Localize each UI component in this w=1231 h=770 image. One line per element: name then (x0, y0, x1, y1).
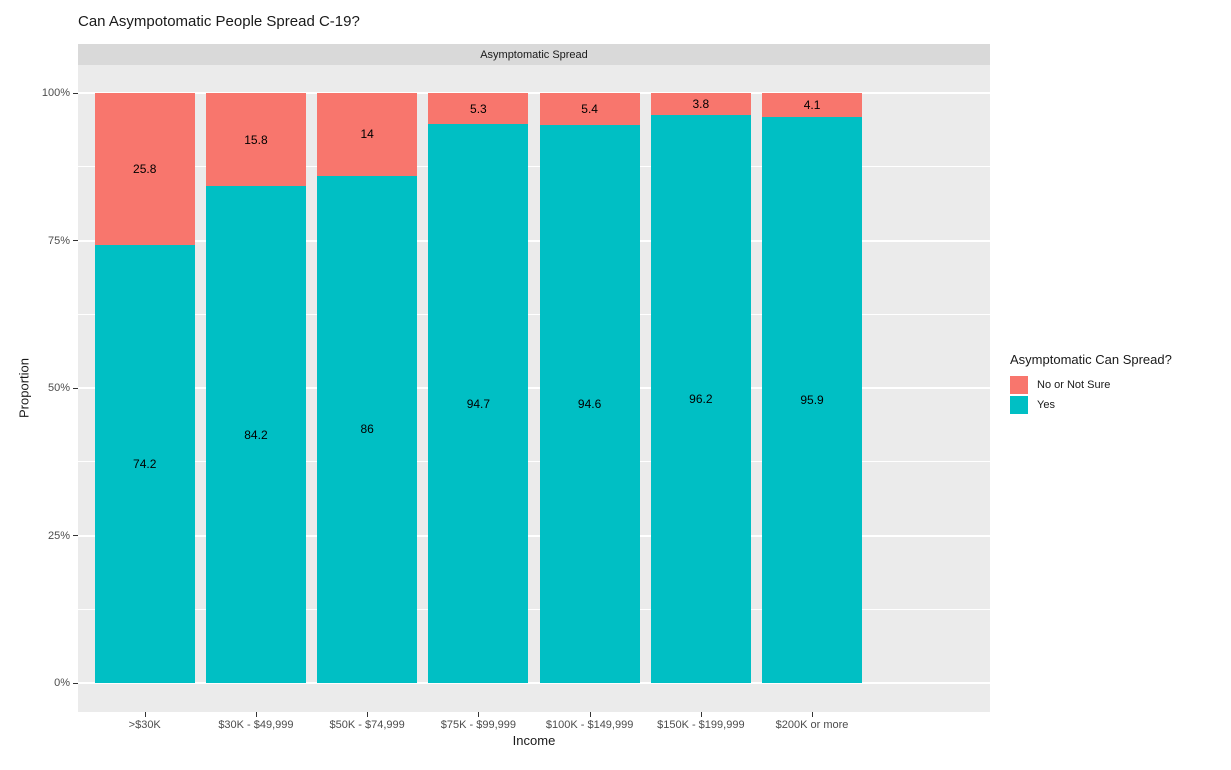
gridline-minor (78, 313, 990, 315)
y-tick-label: 100% (41, 87, 70, 99)
bar-value-label: 96.2 (689, 392, 713, 407)
y-tick-mark (73, 682, 78, 684)
gridline-minor (78, 166, 990, 168)
bar-segment-yes (539, 124, 640, 683)
y-tick-mark (73, 92, 78, 94)
y-tick-label: 75% (47, 234, 70, 247)
legend-title: Asymptomatic Can Spread? (1010, 352, 1172, 367)
x-tick-mark (478, 712, 480, 717)
x-tick-mark (700, 712, 702, 717)
x-axis-title: Income (512, 733, 556, 748)
x-tick-mark (367, 712, 369, 717)
x-tick-mark (589, 712, 591, 717)
bar-segment-yes (317, 175, 418, 683)
x-tick-mark (144, 712, 146, 717)
x-tick-label: $200K or more (775, 719, 849, 731)
bar-value-label: 3.8 (692, 97, 710, 112)
chart-title: Can Asympotomatic People Spread C-19? (78, 13, 360, 30)
bar-value-label: 74.2 (133, 457, 157, 472)
bar-segment-yes (762, 117, 863, 683)
bar-segment-no (650, 93, 751, 116)
legend-swatch (1010, 396, 1028, 414)
gridline-major (78, 92, 990, 94)
bar-value-label: 84.2 (244, 427, 268, 442)
x-tick-label: $50K - $74,999 (329, 719, 405, 731)
bar-value-label: 15.8 (244, 132, 268, 147)
gridline-minor (78, 608, 990, 610)
x-tick-label: $150K - $199,999 (657, 719, 745, 731)
gridline-major (78, 682, 990, 684)
x-tick-label: $30K - $49,999 (218, 719, 294, 731)
x-tick-label: >$30K (128, 719, 161, 731)
legend-item: No or Not Sure (1010, 375, 1172, 395)
y-tick-label: 50% (47, 382, 70, 394)
bar-segment-yes (650, 115, 751, 683)
legend-item-label: Yes (1037, 399, 1055, 411)
plot-panel: 74.2 25.8 84.2 15.8 86 14 94.7 5.3 94.6 5.4 96.2 3.… (78, 65, 990, 712)
bar-segment-no (428, 93, 529, 125)
gridline-major (78, 534, 990, 537)
legend-items: No or Not Sure Yes (1010, 375, 1172, 415)
y-tick-label: 25% (47, 529, 70, 542)
facet-strip: Asymptomatic Spread (78, 44, 990, 65)
gridline-major (78, 387, 990, 389)
bar-value-label: 5.3 (470, 101, 487, 116)
legend-item: Yes (1010, 395, 1172, 415)
legend: Asymptomatic Can Spread? No or Not Sure Y… (1010, 352, 1172, 415)
bar-segment-no (317, 93, 418, 176)
y-tick-mark (73, 240, 78, 241)
bar-value-label: 14 (360, 127, 374, 142)
bar-segment-yes (94, 245, 195, 683)
y-tick-mark (73, 387, 78, 389)
gridline-major (78, 239, 990, 242)
legend-item-label: No or Not Sure (1037, 379, 1111, 391)
bar-value-label: 25.8 (133, 162, 157, 177)
y-axis-title: Proportion (16, 358, 32, 418)
bar-value-label: 86 (360, 422, 374, 437)
bar-segment-no (205, 93, 306, 187)
y-tick-mark (73, 535, 78, 536)
bar-segment-no (94, 93, 195, 246)
bar-segment-yes (428, 124, 529, 683)
bar-value-label: 5.4 (581, 101, 598, 116)
bar-segment-yes (205, 186, 306, 683)
bar-segment-no (762, 93, 863, 118)
x-tick-label: $100K - $149,999 (545, 719, 634, 731)
x-tick-mark (812, 712, 814, 717)
bar-value-label: 94.6 (577, 396, 602, 411)
bar-segment-no (539, 93, 640, 125)
y-tick-label: 0% (54, 677, 70, 689)
legend-swatch (1010, 376, 1028, 394)
facet-strip-label: Asymptomatic Spread (480, 48, 588, 61)
bar-value-label: 95.9 (800, 393, 824, 408)
x-tick-mark (255, 712, 257, 717)
x-tick-label: $75K - $99,999 (440, 719, 516, 731)
bar-value-label: 94.7 (466, 396, 491, 411)
gridline-minor (78, 461, 990, 463)
bar-value-label: 4.1 (803, 98, 821, 113)
